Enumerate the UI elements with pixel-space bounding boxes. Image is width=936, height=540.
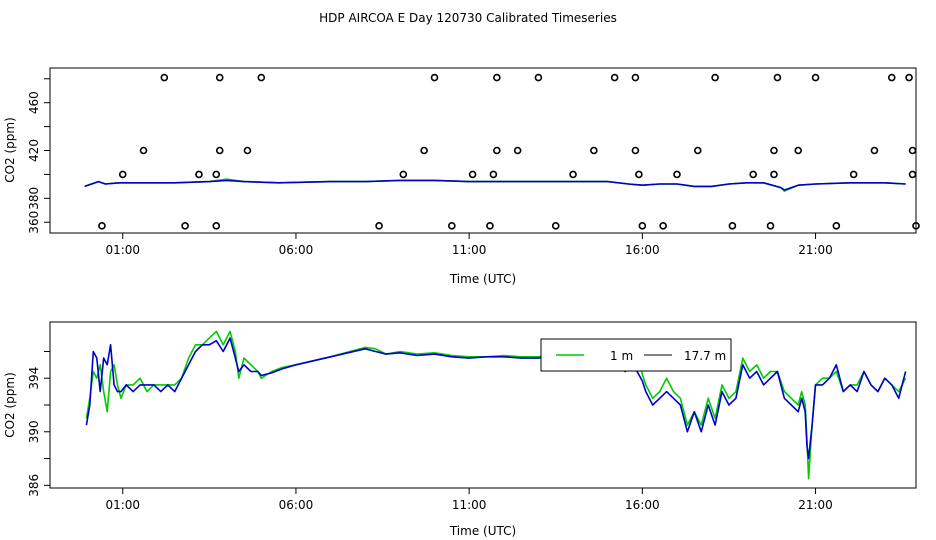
- panel-1-ylabel: CO2 (ppm): [3, 117, 17, 183]
- panel-2-yticks: 386 390 394: [27, 350, 50, 497]
- panel-1-ytick-label-5: 460: [27, 91, 41, 114]
- panel-1-point-42: [794, 146, 803, 155]
- panel-1-point-45: [849, 170, 858, 179]
- panel-1-xtick-label-3: 16:00: [625, 243, 660, 257]
- panel-2: 01:00 06:00 11:00 16:00 21:00 386 390 394 Time…: [3, 321, 917, 538]
- panel-1-point-19: [489, 170, 498, 179]
- panel-1-point-11: [257, 73, 266, 82]
- panel-2-series-blue: [85, 337, 907, 460]
- panel-1-ytick-label-0: 360: [27, 211, 41, 234]
- panel-1-point-14: [420, 146, 428, 155]
- panel-1-xticks: 01:00 06:00 11:00 16:00 21:00: [105, 233, 833, 257]
- panel-1-point-8: [215, 146, 224, 155]
- panel-1-point-24: [551, 222, 560, 230]
- chart-title: HDP AIRCOA E Day 120730 Calibrated Times…: [319, 11, 617, 25]
- panel-1-point-39: [770, 170, 778, 179]
- panel-1-point-31: [638, 222, 647, 230]
- panel-1-point-41: [773, 73, 782, 82]
- panel-1-point-25: [569, 170, 577, 179]
- panel-1-point-6: [212, 222, 221, 230]
- panel-1-point-47: [887, 73, 896, 82]
- panel-1-point-30: [635, 170, 643, 179]
- panel-1-ytick-label-1: 380: [27, 187, 41, 210]
- panel-1-point-17: [468, 170, 477, 179]
- panel-1-ytick-label-3: 420: [27, 139, 41, 162]
- legend: 1 m 17.7 m: [540, 338, 732, 372]
- panel-2-ytick-label-2: 390: [27, 420, 41, 443]
- panel-1-point-49: [908, 146, 917, 155]
- panel-1-point-51: [912, 222, 920, 230]
- panel-1-point-33: [673, 170, 681, 179]
- panel-2-xtick-label-2: 11:00: [452, 498, 487, 512]
- panel-1-point-26: [590, 146, 598, 155]
- panel-2-xtick-label-4: 21:00: [798, 498, 833, 512]
- panel-2-xtick-label-1: 06:00: [279, 498, 314, 512]
- panel-2-xtick-label-3: 16:00: [625, 498, 660, 512]
- panel-1-point-28: [631, 73, 640, 82]
- panel-1-series: [84, 178, 906, 192]
- panel-1-point-3: [160, 73, 169, 82]
- panel-1-point-37: [749, 170, 757, 179]
- legend-label-1m: 1 m: [610, 349, 633, 363]
- panel-1-xtick-label-0: 01:00: [105, 243, 140, 257]
- panel-1-point-0: [98, 222, 106, 230]
- panel-2-frame: [49, 321, 917, 489]
- panel-1-point-20: [493, 146, 501, 155]
- panel-1-xtick-label-4: 21:00: [798, 243, 833, 257]
- panel-1-point-27: [610, 73, 619, 82]
- panel-1-xlabel: Time (UTC): [449, 272, 516, 286]
- panel-2-xlabel: Time (UTC): [449, 524, 516, 538]
- panel-2-ylabel: CO2 (ppm): [3, 372, 17, 438]
- panel-2-xticks: 01:00 06:00 11:00 16:00 21:00: [105, 488, 833, 512]
- panel-1-point-7: [212, 170, 221, 179]
- panel-2-xtick-label-0: 01:00: [105, 498, 140, 512]
- panel-1-point-2: [139, 146, 148, 155]
- panel-1-xtick-label-2: 11:00: [452, 243, 487, 257]
- panel-1-point-4: [181, 222, 189, 230]
- panel-2-ytick-label-4: 394: [27, 367, 41, 390]
- panel-1-series-blue: [84, 179, 906, 191]
- panel-2-series: [85, 330, 907, 480]
- panel-1-point-18: [486, 222, 494, 230]
- panel-1-point-22: [513, 146, 522, 155]
- panel-1-point-5: [195, 170, 203, 179]
- panel-1-point-44: [832, 222, 841, 230]
- panel-1-point-38: [766, 222, 775, 230]
- panel-1-point-48: [905, 73, 913, 82]
- panel-1-point-46: [870, 146, 879, 155]
- panel-1-point-35: [711, 73, 719, 82]
- panel-2-series-green: [85, 330, 907, 480]
- panel-1-point-40: [770, 146, 778, 155]
- panel-1-frame: [49, 67, 917, 234]
- panel-1-point-15: [430, 73, 439, 82]
- panel-1-xtick-label-1: 06:00: [279, 243, 314, 257]
- panel-1-point-1: [118, 170, 127, 179]
- panel-1-point-43: [811, 73, 820, 82]
- panel-1-point-21: [493, 73, 501, 82]
- panel-1-point-10: [243, 146, 252, 155]
- panel-1-points: [98, 73, 920, 230]
- panel-1-point-23: [534, 73, 543, 82]
- panel-1-point-32: [659, 222, 667, 230]
- panel-2-ytick-label-0: 386: [27, 474, 41, 497]
- legend-label-17m: 17.7 m: [684, 349, 726, 363]
- panel-1-point-36: [728, 222, 737, 230]
- panel-1-point-34: [693, 146, 702, 155]
- panel-1-point-16: [448, 222, 456, 230]
- panel-1-point-29: [631, 146, 640, 155]
- panel-1-point-13: [399, 170, 408, 179]
- panel-1-point-50: [908, 170, 917, 179]
- panel-1-point-12: [375, 222, 383, 230]
- panel-1-point-9: [215, 73, 224, 82]
